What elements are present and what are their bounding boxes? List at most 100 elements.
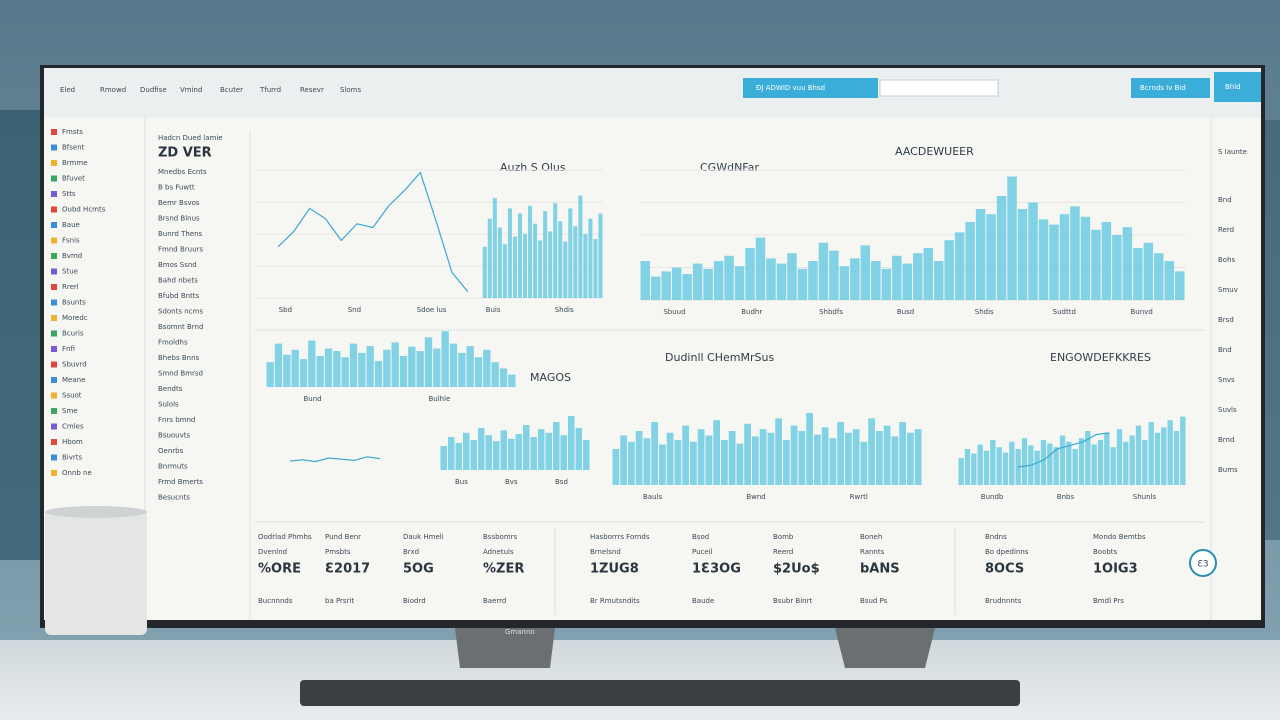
sidebar-item[interactable]: Bivrts [62,454,83,462]
sidebar-item[interactable]: Fmsts [62,128,83,136]
sidebar-item[interactable]: Meane [62,376,85,384]
sidebar-item[interactable]: Stue [62,268,78,276]
nav-item[interactable]: Bsomnt Brnd [158,323,203,331]
axis-label: Snd [348,306,361,314]
sidebar-item[interactable]: Bsunts [62,299,86,307]
nav-item[interactable]: Bfubd Bntts [158,292,200,300]
sidebar-item[interactable]: Stts [62,190,76,198]
tab[interactable]: Vmind [180,86,202,94]
bar [902,263,912,300]
backdrop [1265,120,1280,540]
nav-item[interactable]: Fmoldhs [158,339,188,347]
bar [507,208,512,298]
nav-item[interactable]: Sdonts ncms [158,308,203,316]
bar [274,343,283,387]
tab[interactable]: Dudfise [140,86,167,94]
bar [1049,224,1059,300]
bar [424,337,433,387]
sidebar-item[interactable]: Oubd Hcmts [62,206,106,214]
sidebar-item[interactable]: Sbuvrd [62,361,87,369]
sidebar-item[interactable]: Cmles [62,423,84,431]
sidebar-item[interactable]: Ssuot [62,392,82,400]
sidebar-icon [51,237,57,244]
metric-value: Ɛ2017 [325,562,370,577]
search-field[interactable] [879,79,999,97]
sidebar-item[interactable]: Fsnis [62,237,80,245]
nav-item[interactable]: Bendts [158,385,183,393]
bar [466,346,474,387]
metric-value: %ZER [483,562,524,577]
sidebar-icon [51,144,57,151]
bar [440,446,447,470]
nav-item[interactable]: Mnedbs Ecnts [158,168,207,176]
nav-item[interactable]: B bs Fuwtt [158,184,195,192]
sidebar-item[interactable]: Onnb ne [62,469,92,477]
sidebar-item[interactable]: Bcuris [62,330,84,338]
sidebar-item[interactable]: Baue [62,221,80,229]
right-item: Snvs [1218,376,1235,384]
bar [1154,432,1161,485]
bar [508,438,515,470]
nav-item[interactable]: Fmnd Bruurs [158,246,203,254]
nav-item[interactable]: Bahd nbets [158,277,198,285]
bar [291,349,299,387]
metric-header: Bndns [985,533,1007,541]
metric-note: Bmdl Prs [1093,597,1124,605]
badge[interactable] [1189,549,1217,577]
panel-title: Auzh S Olus [500,161,566,174]
nav-item[interactable]: Smnd Bmrsd [158,370,203,378]
tab[interactable]: Eled [60,86,75,94]
bar [408,346,416,387]
bar [674,440,682,485]
action-button[interactable] [1131,78,1210,98]
sidebar-item[interactable]: Hbom [62,438,83,446]
sidebar-item[interactable]: Fnfi [62,345,75,353]
sidebar-icon [51,299,57,306]
bar [703,268,713,300]
stand [455,628,555,668]
tab[interactable]: Tfurrd [259,86,281,94]
sidebar-item[interactable]: Brmme [62,159,88,167]
bar [790,425,798,485]
sidebar-item[interactable]: Rrerl [62,283,79,291]
bar [548,231,553,298]
search-button[interactable] [743,78,878,98]
axis-label: Budhr [741,308,762,316]
axis-label: Bus [455,478,468,486]
sidebar-item[interactable]: Sme [62,407,78,415]
nav-item[interactable]: Sulols [158,401,179,409]
nav-item[interactable]: Bunrd Thens [158,230,203,238]
line [1017,432,1110,468]
bar [892,255,902,300]
sidebar-item[interactable]: Bfuvet [62,175,85,183]
metric-header: Mondo Bemtbs [1093,533,1146,541]
tab[interactable]: Rmowd [100,86,126,94]
nav-item[interactable]: Bmos Ssnd [158,261,197,269]
bar [983,450,990,485]
bar [635,431,643,485]
sidebar-item[interactable]: Moredc [62,314,88,322]
bar [996,447,1002,485]
nav-item[interactable]: Brsnd Blnus [158,215,200,223]
nav-item[interactable]: Besucnts [158,494,190,502]
bar [491,362,499,387]
tab[interactable]: Bcuter [220,86,243,94]
nav-item[interactable]: Bnrmuts [158,463,188,471]
bar [316,356,324,387]
sidebar-item[interactable]: Bvmd [62,252,82,260]
tab[interactable]: Sloms [340,86,361,94]
bar [1180,416,1186,485]
nav-item[interactable]: Oenrbs [158,447,184,455]
nav-item[interactable]: Bemr Bsvos [158,199,200,207]
nav-item[interactable]: Bhebs Bnns [158,354,200,362]
nav-item[interactable]: Bsuouvts [158,432,190,440]
nav-item[interactable]: Frmd Bmerts [158,478,203,486]
side-tab[interactable] [1214,72,1261,102]
line [277,171,469,292]
bar [907,432,914,485]
tab[interactable]: Resevr [300,86,324,94]
bar [798,431,806,485]
sidebar-item[interactable]: Bfsent [62,144,85,152]
nav-item[interactable]: Fnrs bmnd [158,416,195,424]
bar [881,268,892,300]
